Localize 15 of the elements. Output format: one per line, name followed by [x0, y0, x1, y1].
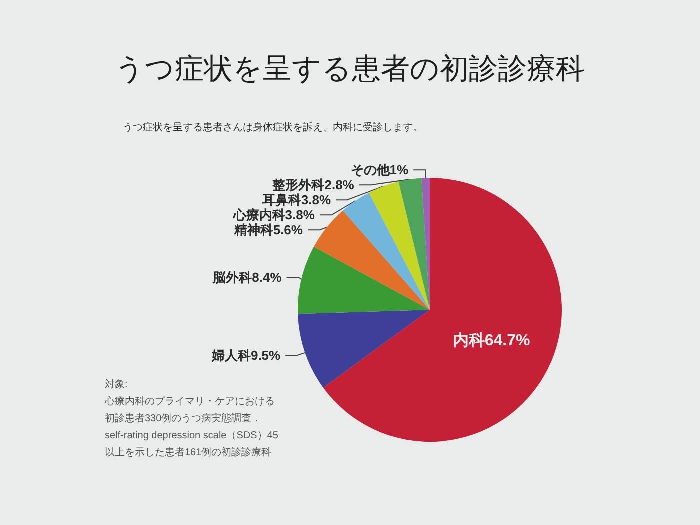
text: 以上を示した患者161例の初診診療科 [105, 446, 272, 458]
slice-label: その他1% [350, 162, 410, 178]
text: 初診患者330例のうつ病実態調査． [105, 412, 262, 424]
text: 心療内科のプライマリ・ケアにおける [104, 396, 275, 408]
slice-label: 心療内科3.8% [232, 208, 316, 223]
slice-label: 精神科5.6% [233, 222, 304, 238]
chart-subtitle: うつ症状を呈する患者さんは身体症状を訴え、内科に受診します。 [123, 122, 423, 134]
text: self-rating depression scale（SDS）45 [105, 430, 279, 442]
slice-label: 整形外科2.8% [272, 178, 355, 193]
slice-label: 耳鼻科3.8% [261, 192, 332, 208]
slice-label: 脳外科8.4% [212, 270, 282, 286]
text: 対象: [105, 378, 128, 390]
chart-title: うつ症状を呈する患者の初診診療科 [115, 54, 585, 86]
slice-label: 内科64.7% [452, 332, 530, 350]
slice-label: 婦人科9.5% [210, 348, 282, 364]
